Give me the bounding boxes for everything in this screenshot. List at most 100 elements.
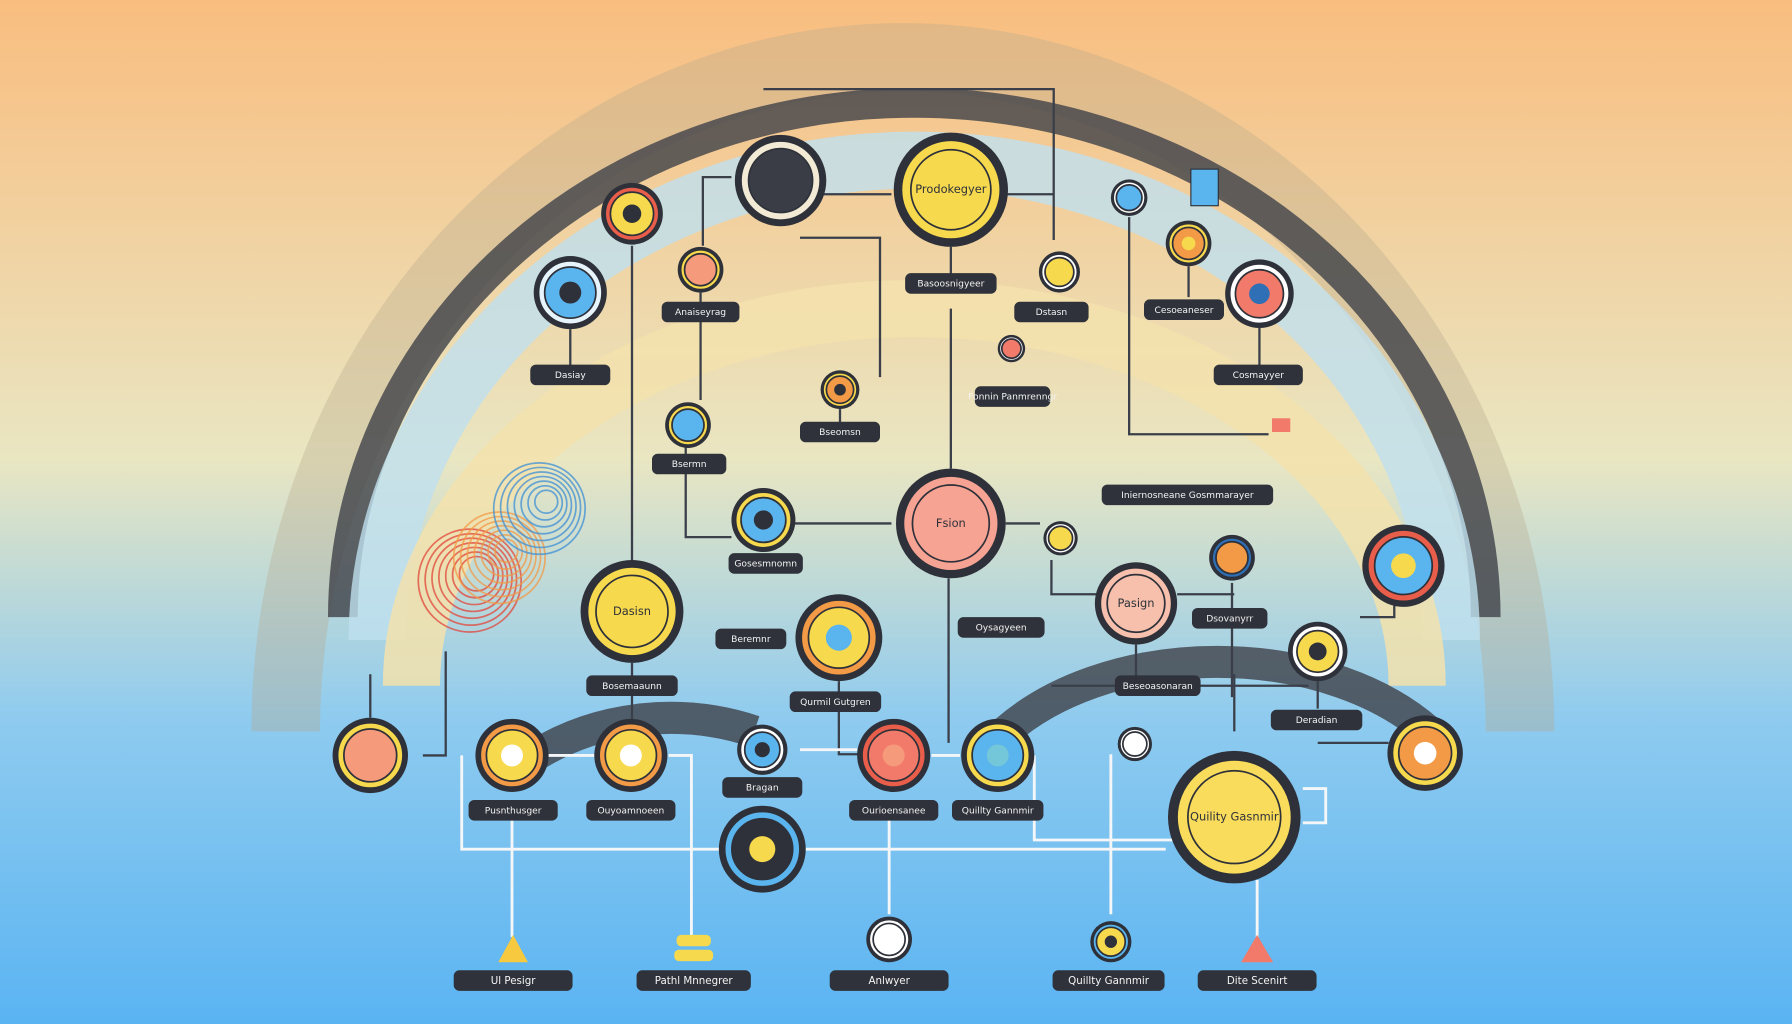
swirl: [506, 471, 577, 542]
swirl: [438, 542, 509, 613]
tag-pill: [789, 691, 882, 712]
flag-icon: [1272, 418, 1291, 432]
node-dot: [882, 744, 905, 767]
tag-label: Bseomsn: [819, 428, 861, 438]
tag-label: Cosmayyer: [1233, 371, 1285, 381]
tag-label: Beseoasonaran: [1123, 682, 1193, 692]
tag-pill: [952, 800, 1044, 821]
tag-label: Qurmil Gutgren: [800, 698, 871, 708]
node-core: [683, 252, 718, 287]
node-label: Fsion: [936, 516, 966, 530]
swirl: [499, 466, 582, 549]
swirl: [533, 489, 559, 514]
tag-label: Dite Scenirt: [1227, 975, 1287, 987]
tag-pill: [1213, 364, 1303, 386]
tag-pill: [636, 970, 751, 991]
node-core: [343, 728, 398, 783]
node-dot: [749, 836, 776, 863]
tag-pill: [1052, 970, 1165, 991]
tag-label: Ourioensanee: [862, 806, 926, 816]
node-label: Pasign: [1118, 596, 1155, 610]
stack-icon: [674, 949, 714, 962]
node-core: [1122, 731, 1148, 757]
node-core: [1106, 573, 1166, 634]
tag-label: Pathl Mnnegrer: [655, 975, 734, 987]
node-dot: [986, 744, 1009, 767]
node-dot: [1308, 642, 1327, 661]
swirl: [487, 534, 524, 570]
node-dot: [1181, 236, 1196, 251]
swirl: [459, 515, 542, 598]
tag-label: Bosemaaunn: [602, 682, 662, 692]
node-dot: [1249, 283, 1270, 304]
node-dot: [1391, 553, 1416, 579]
tag-label: Dasiay: [555, 371, 586, 381]
node-label: Prodokegyer: [915, 182, 987, 196]
node-core: [595, 574, 669, 649]
tag-label: Dsovanyrr: [1206, 614, 1253, 624]
node-core: [1215, 540, 1249, 575]
tag-pill: [1197, 970, 1317, 991]
tag-label: Bragan: [746, 784, 779, 794]
tag-pill: [1014, 301, 1089, 323]
tag-pill: [829, 970, 949, 991]
node-core: [1044, 256, 1075, 288]
node-dot: [559, 281, 582, 304]
tag-pill: [661, 301, 740, 323]
tag-pill: [1144, 299, 1224, 320]
tag-pill: [974, 386, 1051, 407]
node-dot: [753, 510, 774, 530]
node-dot: [1104, 935, 1118, 948]
swirl: [466, 520, 537, 591]
node-label: Quility Gasnmir: [1190, 810, 1279, 824]
tag-pill: [728, 553, 803, 574]
tag-pill: [530, 364, 611, 386]
tag-pill: [453, 970, 573, 991]
tag-label: Anaiseyrag: [675, 308, 726, 318]
node-core: [1187, 769, 1282, 865]
node-dot: [622, 204, 642, 223]
tag-label: Gosesmnomn: [734, 559, 797, 569]
node-core: [1000, 338, 1022, 360]
swirl: [492, 462, 586, 556]
node-core: [909, 148, 992, 231]
nodes: Prodokegyer Fsion Dasisn Pasign Quility Gasn…: [332, 132, 1463, 963]
tag-label: Quillty Gannmir: [962, 806, 1034, 816]
node-core: [671, 408, 705, 442]
swirl: [417, 528, 522, 633]
node-dot: [834, 383, 846, 396]
doc-icon: [1190, 168, 1219, 207]
tag-label: Beremnr: [731, 635, 771, 645]
tag-label: Deradian: [1296, 716, 1338, 726]
node-dot: [619, 744, 642, 767]
triangle-icon: [1241, 934, 1274, 963]
node-dot: [1413, 741, 1437, 765]
tag-pill: [849, 800, 939, 821]
tag-pill: [468, 800, 558, 821]
labels: Dasiay Anaiseyrag Basoosnigyeer Dstasn Cesoe…: [453, 273, 1363, 991]
tag-label: Quillty Gannmir: [1068, 975, 1150, 987]
swirl: [520, 480, 568, 528]
node-dot: [825, 624, 852, 651]
node-core: [747, 147, 814, 214]
swirl: [513, 475, 573, 535]
tag-label: Iniernosneane Gosmmarayer: [1121, 491, 1254, 501]
tag-pill: [715, 628, 787, 650]
tag-label: Basoosnigyeer: [917, 279, 984, 289]
tag-pill: [1192, 608, 1268, 629]
tag-pill: [586, 675, 678, 696]
node-dot: [501, 744, 523, 767]
tag-pill: [1270, 709, 1363, 731]
node-core: [1047, 525, 1074, 552]
swirl: [527, 484, 564, 521]
tag-pill: [1101, 484, 1274, 506]
tag-label: Bsermn: [672, 460, 707, 470]
triangle-icon: [498, 934, 528, 963]
tag-label: Dstasn: [1036, 308, 1068, 318]
tag-label: Pusnthusger: [485, 806, 542, 816]
node-dot: [754, 742, 770, 758]
tag-label: Anlwyer: [868, 975, 910, 987]
swirl: [452, 511, 546, 605]
tag-pill: [1114, 675, 1201, 696]
